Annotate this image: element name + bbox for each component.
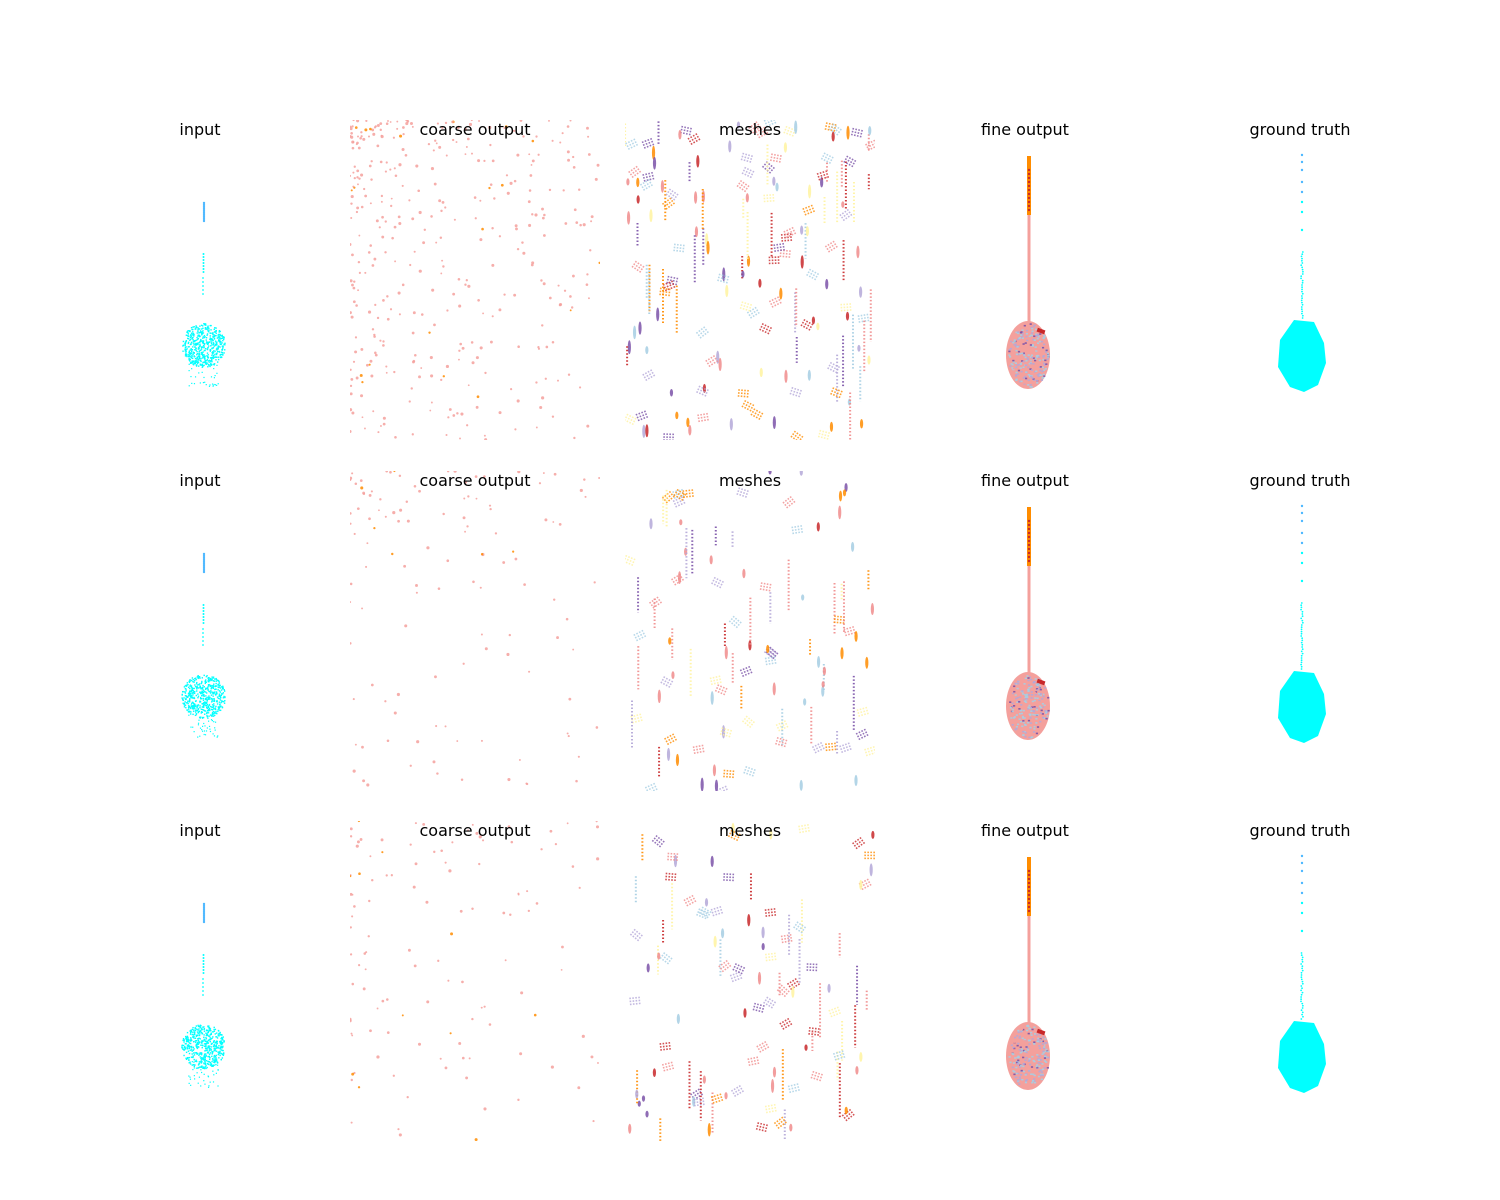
panel-title-meshes: meshes (718, 821, 782, 840)
panel-title-fine: fine output (981, 821, 1069, 840)
panel-title-fine: fine output (981, 120, 1069, 139)
panel-meshes-plot (625, 471, 875, 791)
panel-meshes-plot (628, 822, 875, 1141)
panel-title-meshes: meshes (718, 471, 782, 490)
panel-title-input: input (179, 471, 221, 490)
panel-gt-plot (1278, 504, 1326, 743)
panel-title-meshes: meshes (718, 120, 782, 139)
panel-gt-plot (1278, 854, 1326, 1093)
panel-coarse-plot (350, 120, 600, 440)
panel-title-gt: ground truth (1249, 821, 1351, 840)
panel-title-coarse: coarse output (419, 471, 531, 490)
panel-fine-plot (1006, 156, 1050, 389)
panel-title-coarse: coarse output (419, 120, 531, 139)
panel-input-plot (181, 902, 225, 1088)
panel-title-gt: ground truth (1249, 120, 1351, 139)
panel-input-plot (182, 201, 226, 387)
panel-title-input: input (179, 821, 221, 840)
panel-title-gt: ground truth (1249, 471, 1351, 490)
panel-meshes-plot (625, 120, 875, 440)
panel-fine-plot (1006, 507, 1050, 740)
panel-input-plot (181, 552, 226, 738)
panel-coarse-plot (350, 471, 600, 787)
panel-coarse-plot (350, 821, 600, 1141)
panel-gt-plot (1278, 153, 1326, 392)
panel-title-coarse: coarse output (419, 821, 531, 840)
panel-title-fine: fine output (981, 471, 1069, 490)
panel-fine-plot (1006, 857, 1050, 1090)
panel-title-input: input (179, 120, 221, 139)
